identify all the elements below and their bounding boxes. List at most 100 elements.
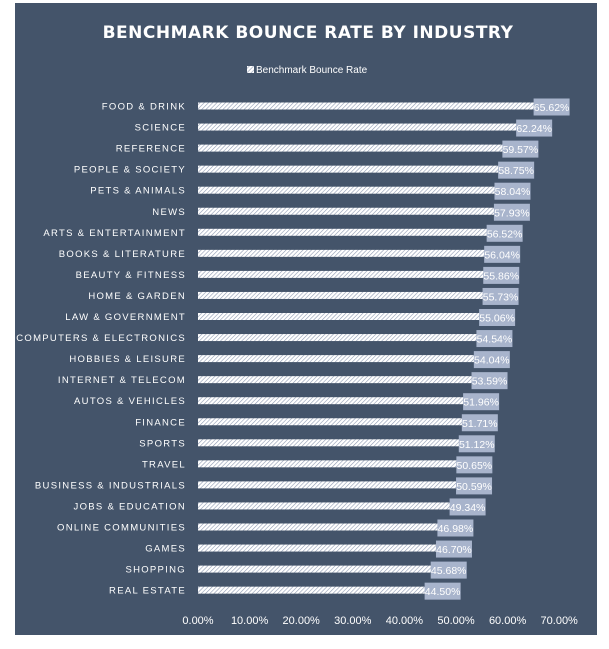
category-label: JOBS & EDUCATION — [74, 501, 186, 512]
data-label-box — [484, 245, 521, 263]
category-label: LAW & GOVERNMENT — [65, 312, 186, 323]
category-label: TRAVEL — [142, 459, 186, 470]
category-label: PEOPLE & SOCIETY — [74, 165, 186, 176]
bar — [198, 334, 480, 342]
data-label: 58.75% — [498, 165, 534, 177]
x-axis: 0.00% 10.00% 20.00% 30.00% 40.00% 50.00% 60.00… — [182, 615, 578, 627]
bar — [198, 586, 428, 594]
x-tick-label: 40.00% — [386, 615, 424, 627]
bar — [198, 397, 467, 405]
data-label: 62.24% — [516, 123, 552, 135]
category-label: NEWS — [152, 207, 186, 218]
data-label: 59.57% — [503, 144, 539, 156]
x-tick-label: 10.00% — [231, 615, 269, 627]
category-label: BEAUTY & FITNESS — [76, 270, 186, 281]
bar — [198, 376, 475, 384]
data-label-box — [435, 540, 472, 558]
bar — [198, 544, 439, 552]
data-label-box — [461, 414, 498, 432]
data-label-box — [494, 182, 531, 200]
x-tick-label: 0.00% — [182, 615, 213, 627]
category-label: REAL ESTATE — [109, 586, 186, 597]
data-label-box — [456, 477, 493, 495]
category-label: SHOPPING — [125, 565, 186, 576]
data-label-box — [486, 224, 523, 242]
category-label: PETS & ANIMALS — [90, 186, 186, 197]
category-label: FOOD & DRINK — [102, 102, 186, 113]
category-label: HOME & GARDEN — [88, 291, 186, 302]
data-label: 50.59% — [456, 481, 492, 493]
data-label: 54.04% — [474, 355, 510, 367]
category-label: SPORTS — [139, 438, 186, 449]
x-tick-label: 20.00% — [283, 615, 321, 627]
data-label: 55.06% — [479, 313, 515, 325]
bar — [198, 523, 441, 531]
bar — [198, 481, 460, 489]
data-label: 46.98% — [438, 523, 474, 535]
bar — [198, 502, 453, 510]
bar — [198, 102, 537, 110]
data-label: 55.86% — [483, 270, 519, 282]
category-label: HOBBIES & LEISURE — [69, 354, 186, 365]
category-label: ONLINE COMMUNITIES — [57, 523, 186, 534]
data-label-box — [463, 393, 500, 411]
data-label: 51.71% — [462, 418, 498, 430]
data-label-box — [482, 287, 519, 305]
data-label: 49.34% — [450, 502, 486, 514]
category-label: AUTOS & VEHICLES — [74, 396, 186, 407]
data-label-box — [533, 98, 570, 116]
bar — [198, 207, 497, 215]
data-label: 65.62% — [534, 102, 570, 114]
data-label-box — [449, 498, 486, 516]
bar — [198, 249, 488, 257]
data-label: 44.50% — [425, 586, 461, 598]
data-label: 55.73% — [483, 291, 519, 303]
category-label: SCIENCE — [135, 123, 186, 134]
bar — [198, 460, 460, 468]
data-label: 54.54% — [477, 334, 513, 346]
data-label-box — [483, 266, 520, 284]
x-tick-label: 60.00% — [489, 615, 527, 627]
data-label-box — [502, 140, 539, 158]
bar-chart: BENCHMARK BOUNCE RATE BY INDUSTRY Benchm… — [16, 23, 578, 627]
bar — [198, 291, 486, 299]
bar — [198, 123, 520, 131]
data-label: 56.52% — [487, 228, 523, 240]
category-label: FINANCE — [135, 417, 186, 428]
category-label: BOOKS & LITERATURE — [59, 249, 186, 260]
data-label: 46.70% — [436, 544, 472, 556]
bar — [198, 565, 434, 573]
bar — [198, 270, 487, 278]
category-label: BUSINESS & INDUSTRIALS — [35, 480, 186, 491]
data-label-box — [437, 519, 474, 537]
data-label: 51.12% — [459, 439, 495, 451]
category-label: REFERENCE — [116, 144, 186, 155]
chart-panel: BENCHMARK BOUNCE RATE BY INDUSTRY Benchm… — [15, 3, 597, 635]
bar — [198, 418, 465, 426]
data-label-box — [516, 119, 553, 137]
bar — [198, 144, 506, 152]
bar — [198, 228, 490, 236]
data-label: 57.93% — [494, 207, 530, 219]
x-tick-label: 30.00% — [334, 615, 372, 627]
data-label: 50.65% — [457, 460, 493, 472]
category-label: GAMES — [145, 544, 186, 555]
x-tick-label: 50.00% — [437, 615, 475, 627]
chart-legend: Benchmark Bounce Rate — [247, 65, 368, 76]
bar — [198, 313, 483, 320]
data-label-box — [498, 161, 535, 179]
data-label: 56.04% — [484, 249, 520, 261]
data-label-box — [430, 561, 467, 579]
bar — [198, 439, 462, 447]
chart-title: BENCHMARK BOUNCE RATE BY INDUSTRY — [103, 23, 514, 43]
data-label: 51.96% — [463, 397, 499, 409]
data-label-box — [476, 330, 513, 348]
data-label-box — [473, 351, 510, 369]
data-label: 45.68% — [431, 565, 467, 577]
data-label-box — [424, 582, 461, 600]
legend-swatch — [247, 66, 254, 73]
category-label: INTERNET & TELECOM — [58, 375, 186, 386]
bar — [198, 186, 498, 194]
data-label-box — [479, 309, 516, 326]
category-label: COMPUTERS & ELECTRONICS — [16, 333, 186, 344]
